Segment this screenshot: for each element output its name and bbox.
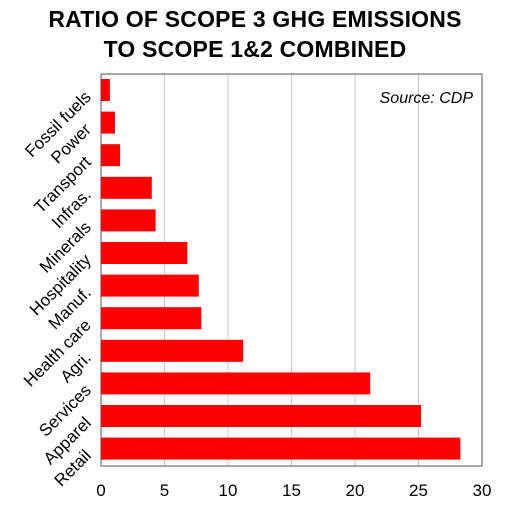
bar-health-care [101,307,202,330]
x-tick-label-15: 15 [282,481,301,500]
plot-area-frame [100,73,483,467]
bar-transport [101,144,121,167]
x-tick-label-10: 10 [219,481,238,500]
x-tick-label-25: 25 [409,481,428,500]
x-tick-label-5: 5 [160,481,169,500]
bar-retail [101,437,461,460]
x-tick-label-0: 0 [96,481,105,500]
bar-agri [101,339,244,362]
x-tick-label-30: 30 [473,481,492,500]
x-tick-label-20: 20 [346,481,365,500]
bar-power [101,111,115,134]
x-axis-ticks: 0 5 10 15 20 25 30 [96,481,491,500]
category-labels: Fossil fuelsPowerTransportInfras.Mineral… [20,87,95,490]
source-note: Source: CDP [380,90,474,107]
bars [101,79,461,460]
bar-fossil-fuels [101,79,110,101]
bar-apparel [101,405,422,427]
bar-hospitality [101,242,188,264]
chart-title-line-1: RATIO OF SCOPE 3 GHG EMISSIONS [48,6,462,32]
bar-infras [101,176,152,199]
chart-title-line-2: TO SCOPE 1&2 COMBINED [103,36,407,62]
bar-services [101,372,371,395]
bar-manuf [101,274,199,297]
bar-minerals [101,209,156,232]
